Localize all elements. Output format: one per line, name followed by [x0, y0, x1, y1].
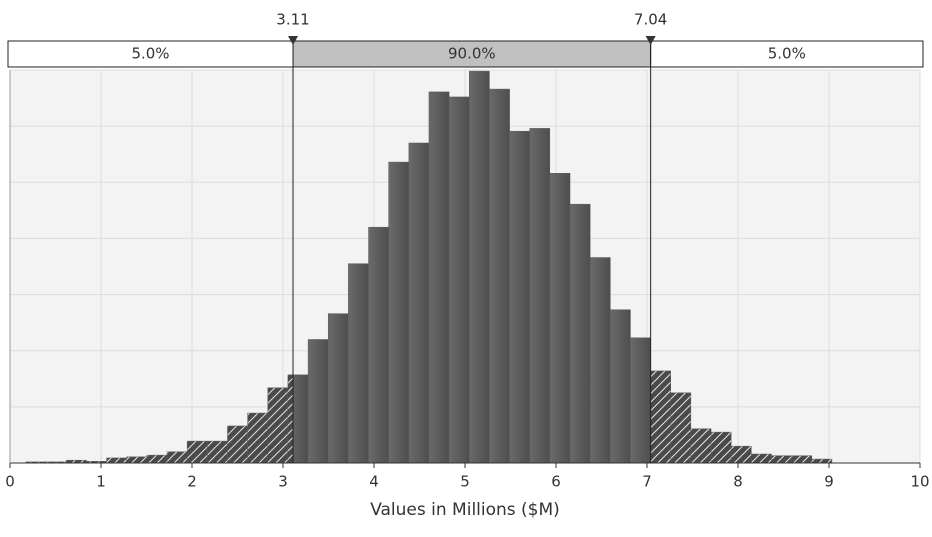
region-band	[7, 40, 294, 68]
bar	[771, 455, 792, 464]
bar	[448, 96, 470, 464]
bar	[408, 142, 430, 464]
region-band	[650, 40, 924, 68]
bar	[267, 387, 289, 464]
tail-hatch	[287, 374, 294, 463]
bar	[710, 431, 732, 464]
delimiter-label: 7.04	[634, 11, 667, 29]
bar	[146, 454, 168, 464]
region-label: 90.0%	[448, 45, 496, 63]
bar	[630, 337, 651, 464]
region-label: 5.0%	[131, 45, 169, 63]
bar	[227, 425, 248, 464]
bar	[489, 88, 510, 464]
bar	[529, 128, 551, 464]
bar	[730, 445, 752, 464]
bar	[247, 412, 269, 464]
bar	[569, 203, 591, 464]
x-tick-label: 5	[460, 473, 470, 491]
region-label: 5.0%	[768, 45, 806, 63]
bar	[610, 309, 631, 464]
bar	[589, 257, 611, 464]
x-axis-title: Values in Millions ($M)	[370, 500, 560, 520]
x-tick-label: 2	[187, 473, 197, 491]
bar	[428, 91, 450, 464]
x-tick-label: 0	[5, 473, 15, 491]
bar	[388, 161, 410, 464]
x-tick-label: 8	[733, 473, 743, 491]
bar	[166, 451, 188, 464]
x-tick-label: 7	[642, 473, 652, 491]
bar	[368, 226, 389, 464]
bar	[106, 457, 128, 464]
bar	[670, 392, 692, 464]
x-tick-label: 9	[824, 473, 834, 491]
delimiter-marker	[288, 36, 299, 45]
bar	[811, 458, 833, 464]
bar	[690, 428, 712, 464]
bar	[509, 130, 530, 464]
bar	[791, 455, 813, 464]
bar	[207, 440, 228, 464]
bar	[469, 70, 490, 464]
bar	[348, 263, 369, 464]
bar	[751, 453, 772, 464]
bar	[186, 440, 208, 464]
x-tick-label: 10	[910, 473, 929, 491]
x-tick-label: 6	[551, 473, 561, 491]
delimiter-marker	[645, 36, 656, 45]
delimiter-label: 3.11	[276, 11, 309, 29]
bar	[126, 456, 148, 464]
bar	[650, 370, 672, 464]
x-tick-label: 4	[369, 473, 379, 491]
bar	[307, 339, 329, 464]
bar	[327, 313, 349, 464]
bar	[549, 173, 571, 464]
x-tick-label: 3	[278, 473, 288, 491]
x-tick-label: 1	[96, 473, 106, 491]
